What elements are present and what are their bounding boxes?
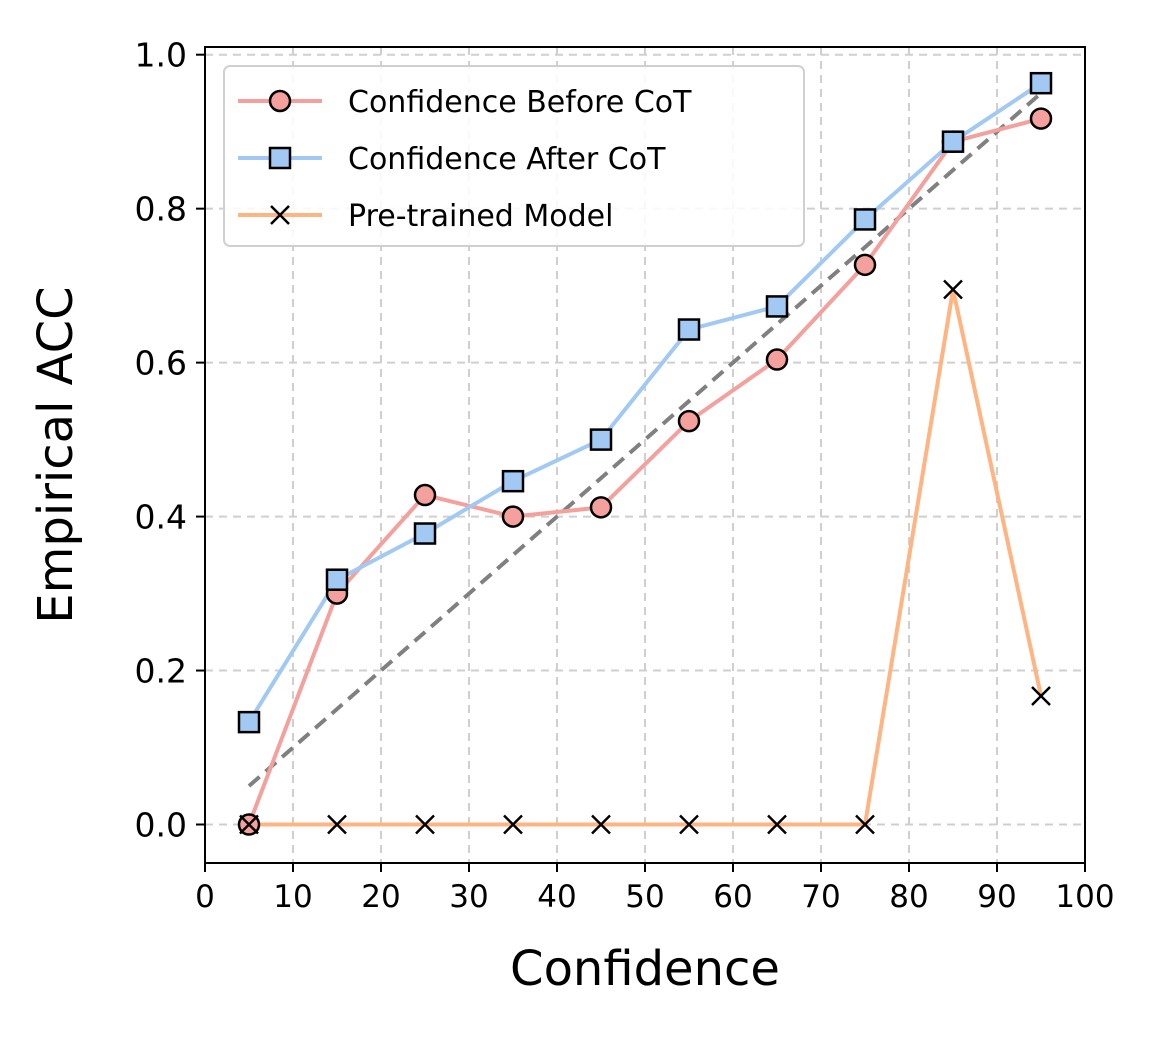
legend-swatch-marker	[270, 205, 290, 225]
legend-label: Confidence After CoT	[348, 142, 666, 177]
x-axis-title: Confidence	[510, 941, 780, 997]
x-tick-label: 10	[273, 879, 312, 915]
x-tick-label: 60	[713, 879, 752, 915]
x-tick-label: 100	[1055, 879, 1114, 915]
legend: Confidence Before CoT Confidence After Co…	[223, 65, 805, 247]
confidence-after-cot-point	[413, 522, 437, 545]
y-tick-label: 1.0	[135, 36, 187, 75]
confidence-after-cot-line	[247, 81, 1043, 724]
pre-trained-model-point	[855, 814, 875, 835]
confidence-after-cot-point	[765, 295, 789, 318]
x-marker-stroke	[239, 814, 259, 835]
confidence-after-cot-point	[677, 318, 701, 341]
x-tick-label: 70	[801, 879, 840, 915]
confidence-after-cot-point	[589, 428, 613, 451]
pre-trained-model-point	[415, 814, 435, 835]
confidence-before-cot-point	[765, 348, 789, 371]
confidence-before-cot-point	[1029, 107, 1053, 130]
x-marker-stroke	[855, 814, 875, 835]
y-tick-label: 0.6	[135, 344, 187, 383]
pre-trained-model-point	[591, 814, 611, 835]
confidence-before-cot-point	[501, 505, 525, 528]
pre-trained-model-line	[249, 287, 1043, 827]
legend-swatch-marker	[268, 89, 292, 113]
pre-trained-model-point	[1031, 686, 1051, 706]
confidence-before-cot-point	[413, 483, 437, 507]
y-axis-title: Empirical ACC	[28, 286, 84, 623]
confidence-before-cot-line	[247, 116, 1042, 826]
x-tick-label: 50	[625, 879, 664, 915]
y-tick-label: 0.2	[135, 652, 187, 691]
y-tick-label: 0.0	[135, 806, 187, 845]
x-tick-label: 20	[361, 879, 400, 915]
series-group	[237, 71, 1053, 836]
x-marker-stroke	[591, 814, 611, 835]
confidence-after-cot-point	[237, 710, 261, 734]
x-tick-label: 30	[449, 879, 488, 915]
confidence-after-cot-point	[1029, 71, 1053, 95]
confidence-after-cot-point	[501, 469, 525, 493]
pre-trained-model-point	[327, 814, 347, 835]
y-tick-label: 0.8	[135, 190, 187, 229]
x-marker-stroke	[415, 814, 435, 835]
legend-box	[223, 65, 805, 247]
confidence-after-cot-point	[325, 568, 349, 591]
pre-trained-model-point	[943, 279, 963, 300]
x-marker-stroke	[503, 814, 523, 835]
confidence-after-cot-point	[941, 130, 965, 153]
pre-trained-model-point	[239, 814, 259, 835]
x-marker-stroke	[943, 279, 963, 300]
confidence-before-cot-point	[677, 409, 701, 433]
confidence-before-cot-point	[589, 496, 613, 519]
legend-label: Confidence Before CoT	[348, 85, 692, 120]
x-tick-label: 40	[537, 879, 576, 915]
x-marker-stroke	[270, 205, 290, 225]
x-marker-stroke	[679, 814, 699, 835]
x-tick-label: 0	[195, 879, 215, 915]
x-tick-label: 80	[889, 879, 928, 915]
legend-swatch-marker	[268, 146, 292, 170]
pre-trained-model-point	[679, 814, 699, 835]
x-marker-stroke	[767, 814, 787, 835]
legend-label: Pre-trained Model	[348, 199, 613, 234]
axes: 0 10 20 30 40 50 60 70 80 90 100 0.0 0.2 0.4 0.6 0.8 1.0	[135, 36, 1115, 915]
confidence-before-cot-point	[853, 253, 877, 277]
y-tick-label: 0.4	[135, 498, 187, 537]
confidence-after-cot-point	[853, 208, 877, 231]
x-tick-label: 90	[977, 879, 1016, 915]
pre-trained-model-point	[503, 814, 523, 835]
pre-trained-model-point	[767, 814, 787, 835]
x-marker-stroke	[327, 814, 347, 835]
x-marker-stroke	[1031, 686, 1051, 706]
